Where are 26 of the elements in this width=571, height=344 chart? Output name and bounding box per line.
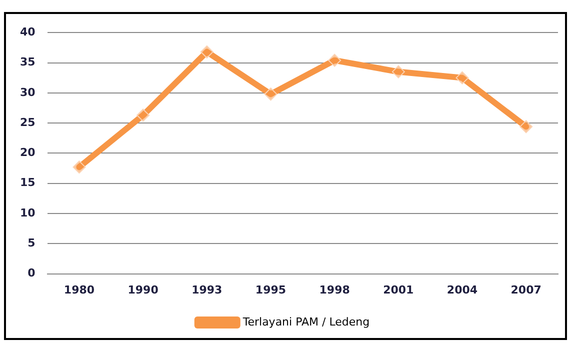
point	[328, 54, 342, 67]
legend-label: Terlayani PAM / Ledeng	[242, 315, 370, 328]
y-tick-label: 10	[20, 206, 36, 220]
point	[136, 108, 150, 122]
x-tick-label: 1980	[64, 283, 95, 296]
point	[264, 88, 278, 101]
y-tick-label: 0	[28, 266, 36, 280]
x-tick-label: 1998	[319, 283, 350, 296]
point	[72, 160, 86, 174]
point	[200, 45, 214, 58]
x-tick-label: 1990	[128, 283, 159, 296]
x-tick-label: 2007	[510, 283, 542, 296]
y-tick-label: 40	[20, 25, 36, 38]
x-tick-label: 2001	[383, 283, 414, 296]
y-tick-label: 5	[28, 236, 36, 250]
x-tick-label: 1993	[192, 283, 222, 296]
y-tick-label: 20	[20, 146, 36, 160]
x-tick-label: 1995	[255, 283, 286, 296]
point	[520, 120, 533, 134]
y-tick-label: 30	[20, 86, 36, 99]
point	[392, 65, 405, 78]
x-tick-label: 2004	[446, 283, 478, 296]
y-tick-label: 25	[20, 116, 36, 129]
y-tick-label: 35	[20, 56, 36, 69]
y-tick-label: 15	[20, 176, 36, 190]
point	[456, 71, 469, 84]
